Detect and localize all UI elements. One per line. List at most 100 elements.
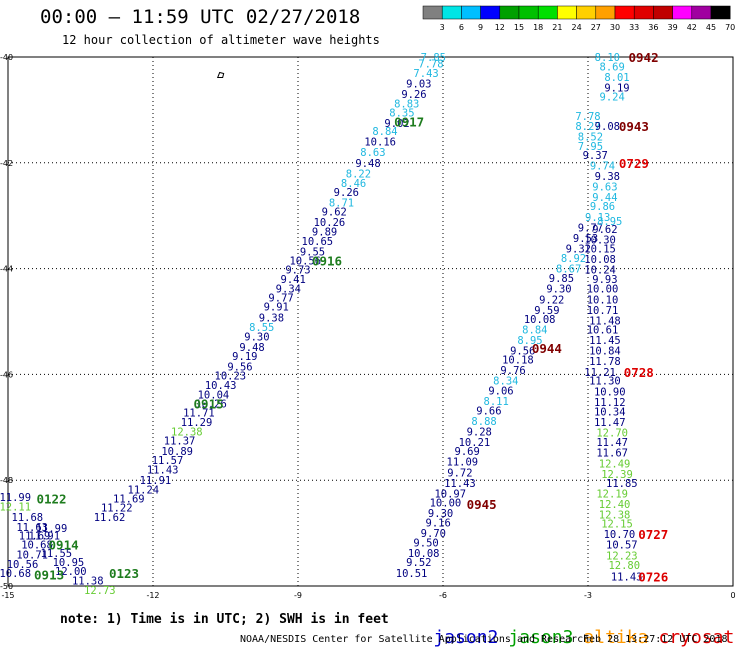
legend-label: 42 — [687, 23, 697, 32]
legend-swatch — [557, 5, 577, 20]
legend-swatch — [499, 5, 520, 20]
swh-value: 11.68 — [12, 512, 44, 524]
swh-value: 11.22 — [101, 503, 133, 515]
pass-time: 0945 — [467, 497, 497, 512]
swh-value: 8.10 — [595, 52, 620, 64]
legend-swatch — [537, 5, 558, 20]
legend-swatch — [461, 5, 481, 20]
legend-label: 15 — [514, 23, 524, 32]
lon-tick-label: 0 — [730, 591, 735, 600]
pass-time: 0122 — [36, 492, 66, 507]
swh-value: 11.47 — [594, 417, 626, 429]
swh-value: 10.18 — [502, 355, 534, 367]
swh-value: 8.84 — [522, 324, 547, 336]
swh-value: 10.08 — [584, 254, 616, 266]
swh-value: 11.37 — [164, 436, 196, 448]
swh-value: 7.43 — [413, 68, 438, 80]
swh-value: 9.38 — [259, 312, 284, 324]
swh-value: 9.56 — [227, 361, 252, 373]
axis-ticks: -40 -42 -44 -46 -48 -50-15 -12 -9 -6 -3 0 — [0, 53, 736, 600]
swh-value: 9.38 — [595, 171, 620, 183]
swh-value: 10.08 — [524, 314, 556, 326]
swh-value: 11.85 — [606, 478, 638, 490]
swh-value: 10.65 — [302, 236, 334, 248]
swh-value: 9.59 — [534, 305, 559, 317]
swh-value: 11.21 — [584, 367, 616, 379]
swh-value: 7.95 — [578, 141, 603, 153]
swh-value: 9.16 — [426, 518, 451, 530]
swh-value: 9.76 — [500, 365, 525, 377]
swh-value: 8.55 — [249, 322, 274, 334]
swh-value: 9.02 — [384, 118, 409, 130]
swh-value: 12.40 — [599, 499, 631, 511]
swh-value: 12.19 — [596, 488, 628, 500]
legend-label: 24 — [572, 23, 582, 32]
swh-value: 11.67 — [596, 448, 628, 460]
swh-value: 9.77 — [268, 293, 293, 305]
legend-label: 70 — [725, 23, 735, 32]
swh-value: 9.55 — [300, 247, 325, 259]
swh-value: 8.27 — [575, 121, 600, 133]
pass-time-labels: 0917 0916 0915 0122 0914 0913 0123 0945 0944 0942… — [34, 50, 668, 584]
swh-value: 12.11 — [0, 502, 31, 514]
swh-value: 11.99 — [0, 492, 31, 504]
swh-value: 12.80 — [608, 560, 640, 572]
swh-value: 11.30 — [589, 376, 621, 388]
swh-value: 8.95 — [517, 335, 542, 347]
sat-cryosat: cryosat — [658, 627, 735, 648]
swh-value: 10.70 — [604, 529, 636, 541]
swh-value: 10.21 — [459, 437, 491, 449]
legend-label: 45 — [706, 23, 716, 32]
swh-value: 8.63 — [360, 147, 385, 159]
swh-value: 11.38 — [72, 576, 104, 588]
swh-value: 11.09 — [447, 457, 479, 469]
lon-tick-label: -6 — [439, 591, 447, 600]
swh-value: 9.53 — [573, 233, 598, 245]
swh-value: 8.01 — [604, 72, 629, 84]
swh-value: 9.44 — [592, 192, 617, 204]
legend-label: 3 — [440, 23, 445, 32]
pass-time: 0944 — [532, 341, 562, 356]
swh-value: 11.99 — [36, 523, 68, 535]
swh-value: 9.08 — [595, 121, 620, 133]
swh-value: 9.41 — [281, 274, 306, 286]
credit-line: NOAA/NESDIS Center for Satellite Applica… — [240, 634, 590, 645]
swh-value: 12.15 — [601, 519, 633, 531]
pass-time: 0728 — [624, 365, 654, 380]
swh-value: 10.95 — [53, 557, 85, 569]
swh-value: 9.13 — [585, 212, 610, 224]
swh-value: 9.22 — [539, 294, 564, 306]
sat-jason2: jason2 — [433, 627, 499, 648]
swh-value: 10.90 — [594, 386, 626, 398]
swh-value: 8.88 — [471, 416, 496, 428]
swh-value: 9.26 — [401, 89, 426, 101]
legend-label: 6 — [459, 23, 464, 32]
legend-label: 9 — [478, 23, 483, 32]
swh-value: 8.46 — [341, 178, 366, 190]
legend-label: 18 — [533, 23, 543, 32]
swh-value: 9.69 — [455, 446, 480, 458]
swh-value: 11.29 — [181, 417, 213, 429]
swh-value: 10.68 — [0, 568, 31, 580]
legend-label: 12 — [495, 23, 505, 32]
swh-value: 12.23 — [606, 550, 638, 562]
swh-value: 9.26 — [334, 187, 359, 199]
swh-value: 10.57 — [606, 540, 638, 552]
swh-value: 10.10 — [587, 294, 619, 306]
swh-value: 8.67 — [556, 264, 581, 276]
swh-value: 10.97 — [434, 488, 466, 500]
swh-value: 9.72 — [447, 467, 472, 479]
swh-value: 8.11 — [484, 396, 509, 408]
legend-label: 30 — [610, 23, 620, 32]
swh-value: 10.71 — [587, 305, 619, 317]
swh-value: 7.78 — [575, 111, 600, 123]
swh-value: 9.91 — [264, 302, 289, 314]
pass-time: 0916 — [312, 254, 342, 269]
swh-value: 10.51 — [396, 568, 428, 580]
legend-swatch — [691, 5, 712, 20]
pass-time: 0913 — [34, 567, 64, 582]
swh-value: 12.73 — [84, 585, 116, 597]
swh-value: 10.89 — [161, 446, 193, 458]
legend-label: 27 — [591, 23, 601, 32]
swh-value: 11.43 — [444, 478, 476, 490]
